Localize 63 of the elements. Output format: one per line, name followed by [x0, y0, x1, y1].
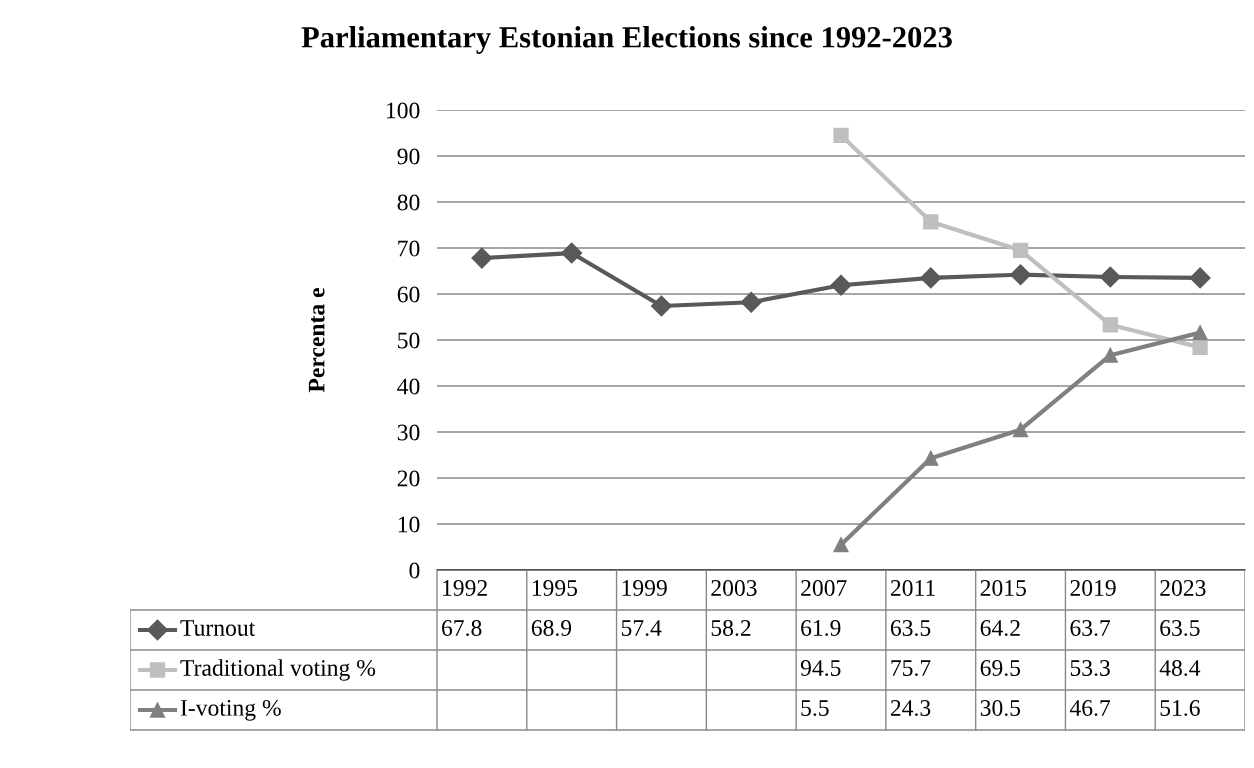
- y-tick-label: 10: [398, 516, 420, 533]
- point: [923, 450, 939, 466]
- data-label: 75.7: [891, 660, 931, 677]
- data-label: 48.4: [1159, 659, 1201, 677]
- point: [833, 127, 849, 143]
- x-tick-label: 2023: [1160, 579, 1206, 596]
- point: [1102, 317, 1118, 333]
- x-tick-label: 2019: [1070, 579, 1116, 596]
- x-tick-label: 2003: [711, 579, 757, 596]
- point: [830, 274, 852, 296]
- data-label: 63.5: [890, 620, 931, 637]
- point: [923, 214, 939, 230]
- point: [833, 537, 849, 553]
- y-tick-label: 60: [397, 286, 420, 303]
- y-tick-label: 20: [397, 470, 420, 487]
- x-tick-label: 2011: [890, 579, 935, 596]
- data-label: 69.5: [980, 660, 1021, 677]
- data-label: 67.8: [442, 619, 482, 637]
- point: [740, 291, 762, 313]
- chart-title: Parliamentary Estonian Elections since 1992-2023: [301, 26, 952, 54]
- y-tick-label: 100: [386, 102, 420, 119]
- data-label: 30.5: [980, 699, 1021, 717]
- y-tick-label: 0: [409, 562, 420, 579]
- point: [1192, 339, 1208, 355]
- data-label: 46.7: [1069, 700, 1111, 717]
- point: [650, 295, 672, 317]
- legend-label: Turnout: [180, 620, 256, 636]
- point: [1012, 242, 1029, 258]
- data-label: 5.5: [801, 700, 829, 717]
- x-tick-label: 2007: [801, 579, 847, 596]
- legend-label: I-voting %: [180, 699, 281, 721]
- point: [1192, 325, 1208, 341]
- point: [471, 247, 493, 269]
- data-label: 24.3: [890, 700, 931, 717]
- y-tick-label: 70: [398, 240, 420, 257]
- data-label: 63.7: [1070, 620, 1111, 637]
- point: [1189, 267, 1211, 289]
- y-tick-label: 90: [397, 148, 420, 165]
- y-tick-label: 30: [397, 424, 420, 441]
- data-label: 53.3: [1070, 660, 1110, 677]
- point: [920, 267, 942, 289]
- data-label: 61.9: [801, 620, 841, 637]
- y-tick-label: 40: [397, 378, 420, 395]
- data-label: 64.2: [980, 620, 1020, 637]
- point: [561, 242, 583, 264]
- point: [1102, 347, 1118, 363]
- y-tick-label: 50: [398, 332, 420, 349]
- data-label: 51.6: [1160, 700, 1200, 717]
- legend-label: Traditional voting %: [180, 659, 376, 681]
- data-label: 57.4: [621, 620, 662, 637]
- data-label: 68.9: [531, 619, 572, 637]
- y-tick-label: 80: [397, 194, 420, 211]
- data-label: 63.5: [1160, 620, 1200, 637]
- point: [1012, 422, 1029, 438]
- data-label: 58.2: [711, 619, 751, 637]
- x-tick-label: 1999: [622, 580, 667, 596]
- point: [1010, 264, 1032, 286]
- x-tick-label: 2015: [980, 579, 1026, 596]
- data-label: 94.5: [800, 660, 841, 677]
- point: [1099, 266, 1121, 288]
- y-axis-title: Percenta e: [308, 288, 325, 393]
- x-tick-label: 1995: [532, 580, 578, 596]
- x-tick-label: 1992: [443, 580, 487, 596]
